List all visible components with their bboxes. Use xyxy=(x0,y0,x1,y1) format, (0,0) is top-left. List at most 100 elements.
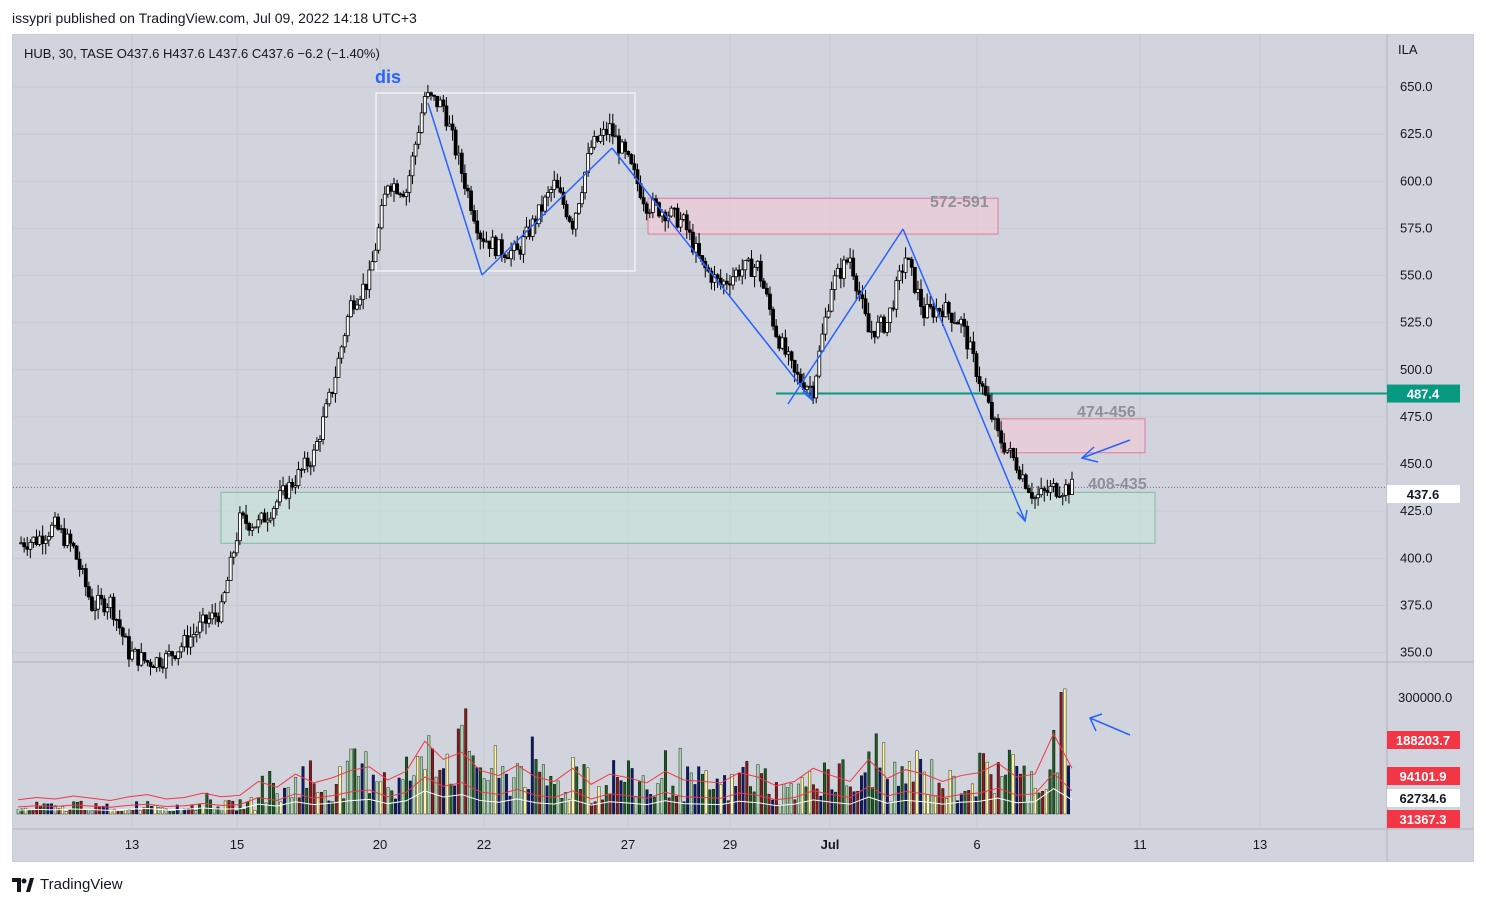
candle-body xyxy=(570,220,575,230)
volume-bar xyxy=(116,811,120,815)
volume-bar xyxy=(723,775,727,815)
volume-bar xyxy=(394,798,397,815)
footer[interactable]: TradingView xyxy=(12,876,123,893)
candle-body xyxy=(22,542,27,548)
candle-body xyxy=(962,318,967,327)
volume-bar xyxy=(68,809,72,815)
volume-bar xyxy=(120,811,124,815)
candle-body xyxy=(324,403,329,418)
candle-body xyxy=(783,337,788,355)
candle-body xyxy=(484,240,489,243)
volume-bar xyxy=(534,759,538,815)
volume-bar xyxy=(841,759,845,815)
candle-body xyxy=(142,652,147,661)
candle-body xyxy=(1023,474,1028,489)
volume-bar xyxy=(597,786,601,815)
candle-body xyxy=(956,322,960,325)
annotations: dis 572-591 474-456 408-435 xyxy=(375,67,1147,493)
volume-bar xyxy=(941,788,945,815)
volume-bar xyxy=(582,764,586,815)
candle-body xyxy=(1057,495,1062,498)
candle-body xyxy=(786,351,791,355)
candle-body xyxy=(823,316,828,335)
time-axis[interactable]: 13 15 20 22 27 29 Jul 6 11 13 xyxy=(125,837,1267,852)
volume-bar xyxy=(360,763,364,815)
candle-body xyxy=(355,304,359,310)
volume-avg-line xyxy=(17,732,1073,801)
candle-body xyxy=(256,519,261,528)
volume-bar xyxy=(390,790,394,815)
volume-bar xyxy=(112,808,116,815)
candle-body xyxy=(182,635,187,648)
candle-body xyxy=(71,542,76,547)
volume-bar xyxy=(138,810,142,815)
candle-body xyxy=(715,274,720,279)
candle-body xyxy=(949,312,954,323)
candle-body xyxy=(93,608,97,611)
candle-body xyxy=(1048,485,1053,493)
volume-bar xyxy=(412,775,416,815)
volume-bar xyxy=(464,708,468,815)
candle-body xyxy=(456,152,461,156)
volume-bar xyxy=(1019,773,1022,815)
candle-body xyxy=(188,636,193,648)
candle-body xyxy=(117,619,122,629)
volume-bar xyxy=(712,789,715,815)
candle-body xyxy=(755,260,760,268)
volume-bar xyxy=(438,769,442,815)
candle-body xyxy=(965,325,970,350)
arrowhead xyxy=(1016,509,1028,523)
candle-body xyxy=(487,240,492,249)
candle-body xyxy=(176,651,181,659)
price-axis[interactable]: 650.0 625.0 600.0 575.0 550.0 525.0 500.0 475.0… xyxy=(1398,79,1452,705)
candle-body xyxy=(416,132,421,145)
volume-bar xyxy=(345,760,349,815)
volume-bar xyxy=(553,784,556,815)
candle-body xyxy=(170,651,174,657)
candle-body xyxy=(577,203,581,214)
volume-bar xyxy=(264,802,268,815)
volume-bar xyxy=(1015,766,1019,815)
volume-bar xyxy=(656,783,660,815)
candle-body xyxy=(228,556,233,581)
candle-body xyxy=(204,614,208,624)
candle-body xyxy=(105,607,110,613)
candle-body xyxy=(469,190,473,212)
volume-bar xyxy=(619,780,623,815)
candle-body xyxy=(293,485,298,488)
zone-rect xyxy=(647,197,999,235)
volume-bar xyxy=(382,772,386,815)
candle-body xyxy=(450,123,455,131)
candle-body xyxy=(136,649,141,666)
x-tick-label: 13 xyxy=(125,837,139,852)
candle-body xyxy=(623,141,628,152)
symbol-legend[interactable]: HUB, 30, TASE O437.6 H437.6 L437.6 C437.… xyxy=(24,46,380,61)
candle-body xyxy=(752,266,757,277)
volume-bar xyxy=(331,801,335,815)
candle-body xyxy=(74,545,79,560)
candle-body xyxy=(777,336,782,349)
candle-body xyxy=(478,232,483,240)
volume-bar xyxy=(301,766,305,815)
candle-body xyxy=(419,112,424,133)
volume-bar xyxy=(149,806,153,815)
chart-frame[interactable] xyxy=(12,34,1474,862)
published-line: issypri published on TradingView.com, Ju… xyxy=(12,10,417,26)
zone-rect xyxy=(220,491,1156,544)
candle-body xyxy=(746,258,751,261)
candle-body xyxy=(244,514,248,524)
candle-body xyxy=(546,192,550,198)
volume-bar xyxy=(1011,754,1015,815)
candle-body xyxy=(225,580,230,594)
candle-body xyxy=(1070,478,1074,495)
volume-bar xyxy=(663,750,667,815)
candle-body xyxy=(80,568,85,570)
candle-body xyxy=(724,280,729,285)
candle-body xyxy=(617,135,621,154)
candle-body xyxy=(845,259,849,263)
volume-bar xyxy=(682,801,686,815)
candle-body xyxy=(626,150,631,155)
candle-body xyxy=(999,430,1004,444)
candle-body xyxy=(413,143,418,157)
